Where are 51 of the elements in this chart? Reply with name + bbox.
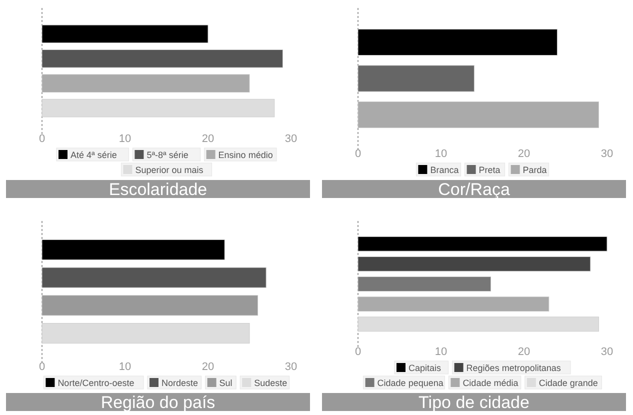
legend-label: Branca (430, 165, 459, 175)
legend-label: Nordeste (162, 378, 198, 388)
legend-label: Sudeste (254, 378, 288, 388)
x-tick-label: 20 (518, 148, 530, 160)
x-tick-label: 10 (434, 148, 448, 160)
bar (42, 49, 283, 68)
bar (42, 24, 208, 44)
x-tick-label: 10 (118, 361, 132, 373)
x-tick-label: 20 (202, 133, 214, 145)
bar (358, 101, 599, 128)
text: Escolaridade (108, 180, 208, 199)
x-tick-label: 30 (600, 148, 614, 160)
legend-label: Cidade grande (538, 378, 598, 388)
legend-label: Norte/Centro-oeste (58, 378, 134, 388)
x-tick-label: 30 (600, 346, 614, 358)
legend-label: Até 4ª série (70, 150, 117, 160)
x-tick-label: 20 (202, 361, 214, 373)
x-tick-label: 10 (434, 346, 448, 358)
bar (42, 323, 250, 344)
bar (358, 236, 608, 252)
legend-label: Parda (522, 165, 547, 175)
bar (42, 98, 275, 118)
bar (358, 28, 558, 56)
bar (358, 65, 474, 92)
bar (358, 316, 599, 332)
bar (42, 239, 225, 260)
x-tick-label: 0 (38, 361, 46, 373)
bar (358, 256, 591, 272)
x-tick-label: 20 (518, 346, 530, 358)
bar (358, 296, 550, 312)
legend-label: Superior ou mais (135, 165, 204, 175)
text: Região do país (100, 393, 216, 412)
x-tick-label: 0 (354, 148, 362, 160)
legend-label: Ensino médio (218, 150, 273, 160)
legend-label: Regiões metropolitanas (466, 363, 562, 373)
legend-label: Cidade média (462, 378, 518, 388)
legend-label: Preta (478, 165, 500, 175)
x-tick-label: 30 (284, 133, 298, 145)
x-tick-label: 0 (38, 133, 46, 145)
legend-label: Sul (219, 378, 232, 388)
bar (42, 267, 266, 288)
legend-label: Capitais (408, 363, 442, 373)
legend-label: 5ª-8ª série (146, 150, 188, 160)
legend-label: Cidade pequena (377, 378, 444, 388)
text: Cor/Raça (438, 180, 510, 199)
text: Tipo de cidade (418, 393, 530, 412)
x-tick-label: 30 (284, 361, 298, 373)
bar (358, 276, 492, 292)
bar (42, 74, 250, 93)
x-tick-label: 0 (354, 346, 362, 358)
x-tick-label: 10 (118, 133, 132, 145)
